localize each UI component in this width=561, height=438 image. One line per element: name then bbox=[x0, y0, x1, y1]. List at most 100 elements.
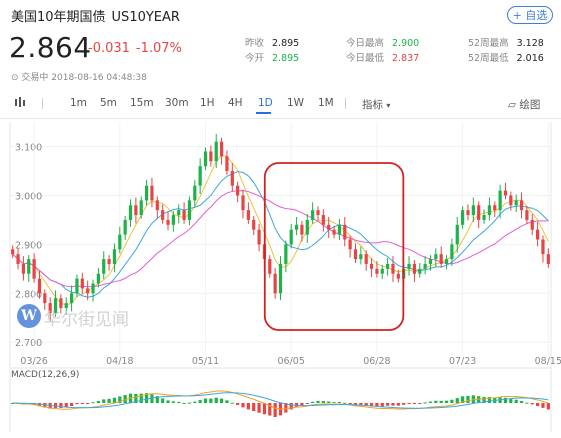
candle-body bbox=[407, 263, 411, 269]
toolbar-divider bbox=[0, 118, 561, 119]
macd-bar bbox=[193, 401, 197, 403]
candle-body bbox=[498, 190, 502, 211]
macd-bar bbox=[144, 393, 149, 403]
candle-body bbox=[155, 200, 159, 211]
candle-body bbox=[11, 249, 15, 255]
macd-bar bbox=[439, 400, 443, 403]
macd-bar bbox=[273, 403, 277, 417]
candle-body bbox=[530, 219, 534, 230]
macd-bar bbox=[225, 400, 229, 403]
macd-bar bbox=[423, 402, 427, 404]
candle-body bbox=[177, 210, 181, 216]
candle-body bbox=[96, 273, 100, 284]
candle-body bbox=[150, 185, 154, 201]
candle-body bbox=[112, 249, 117, 264]
macd-bar bbox=[321, 401, 325, 403]
chart-type-icon[interactable] bbox=[14, 95, 28, 112]
macd-bar bbox=[64, 403, 68, 408]
macd-label: MACD(12,26,9) bbox=[11, 370, 79, 380]
chart-toolbar: 1m 5m 15m 30m 1H 4H 1D 1W 1M 指标 ▾ ▱ 绘图 bbox=[0, 94, 561, 114]
period-1mo[interactable]: 1M bbox=[318, 97, 334, 109]
candle-body bbox=[53, 298, 58, 313]
caret-down-icon: ▾ bbox=[386, 101, 391, 110]
candle-body bbox=[230, 171, 234, 186]
macd-bar bbox=[289, 403, 293, 410]
macd-bar bbox=[177, 401, 181, 403]
candle-body bbox=[466, 210, 470, 216]
period-1h[interactable]: 1H bbox=[200, 97, 215, 109]
macd-bar bbox=[171, 401, 175, 403]
candle-body bbox=[102, 259, 106, 274]
current-price: 2.864 bbox=[9, 31, 92, 64]
candle-body bbox=[182, 210, 186, 220]
macd-bar bbox=[75, 403, 79, 405]
change-percent: -1.07% bbox=[135, 41, 182, 56]
candle-body bbox=[134, 205, 138, 216]
candle-body bbox=[375, 268, 379, 274]
indicator-menu[interactable]: 指标 ▾ bbox=[362, 99, 391, 111]
annotation-box bbox=[263, 162, 405, 331]
candle-body bbox=[209, 151, 213, 162]
x-tick-label: 06/28 bbox=[363, 356, 390, 367]
macd-bar bbox=[316, 400, 320, 403]
candle-body bbox=[444, 259, 449, 264]
macd-bar bbox=[118, 396, 122, 403]
candle-body bbox=[311, 210, 315, 220]
period-30m[interactable]: 30m bbox=[165, 97, 189, 109]
candle-body bbox=[37, 278, 42, 294]
macd-bar bbox=[412, 403, 417, 404]
candle-body bbox=[546, 254, 550, 264]
candle-body bbox=[69, 293, 74, 304]
macd-bar bbox=[257, 403, 261, 413]
candle-body bbox=[294, 224, 299, 230]
period-1m[interactable]: 1m bbox=[70, 97, 87, 109]
candle-body bbox=[241, 195, 245, 211]
candle-body bbox=[348, 239, 352, 250]
period-4h[interactable]: 4H bbox=[228, 97, 243, 109]
add-watchlist-button[interactable]: + 自选 bbox=[507, 6, 553, 24]
instrument-code: US10YEAR bbox=[111, 10, 180, 25]
candle-body bbox=[412, 263, 417, 274]
macd-bar bbox=[134, 393, 138, 403]
candle-body bbox=[450, 244, 454, 260]
candle-body bbox=[43, 293, 47, 304]
draw-button[interactable]: ▱ 绘图 bbox=[508, 99, 541, 111]
x-tick-label: 03/26 bbox=[20, 356, 47, 367]
candle-body bbox=[59, 298, 63, 308]
macd-bar bbox=[241, 403, 245, 408]
macd-dea-line bbox=[12, 392, 549, 409]
candle-body bbox=[434, 254, 438, 260]
macd-bar bbox=[509, 398, 513, 403]
period-5m[interactable]: 5m bbox=[100, 97, 117, 109]
candle-body bbox=[107, 259, 111, 264]
candle-body bbox=[214, 141, 218, 162]
y-tick-label: 2.900 bbox=[15, 240, 42, 251]
candle-body bbox=[268, 259, 272, 274]
macd-bar bbox=[203, 398, 208, 403]
macd-bar bbox=[80, 403, 84, 404]
macd-bar bbox=[332, 402, 336, 404]
macd-bar bbox=[107, 398, 111, 403]
ma10-line bbox=[12, 170, 549, 298]
candle-body bbox=[461, 210, 465, 225]
draw-icon: ▱ bbox=[508, 99, 517, 111]
candle-body bbox=[128, 205, 133, 220]
macd-bar bbox=[428, 401, 433, 403]
candle-body bbox=[332, 229, 336, 235]
period-1w[interactable]: 1W bbox=[287, 97, 305, 109]
period-15m[interactable]: 15m bbox=[130, 97, 154, 109]
candle-body bbox=[396, 273, 400, 279]
macd-bar bbox=[519, 401, 524, 403]
period-1d[interactable]: 1D bbox=[258, 97, 273, 109]
macd-bar bbox=[305, 403, 309, 404]
macd-bar bbox=[514, 399, 518, 403]
watermark-logo: W bbox=[17, 304, 41, 328]
instrument-title: 美国10年期国债 US10YEAR bbox=[11, 6, 180, 25]
macd-bar bbox=[369, 403, 374, 407]
macd-bar bbox=[353, 403, 358, 405]
macd-bar bbox=[380, 403, 384, 407]
candle-body bbox=[171, 215, 175, 225]
x-tick-label: 08/15 bbox=[535, 356, 561, 367]
macd-bar bbox=[155, 396, 159, 403]
